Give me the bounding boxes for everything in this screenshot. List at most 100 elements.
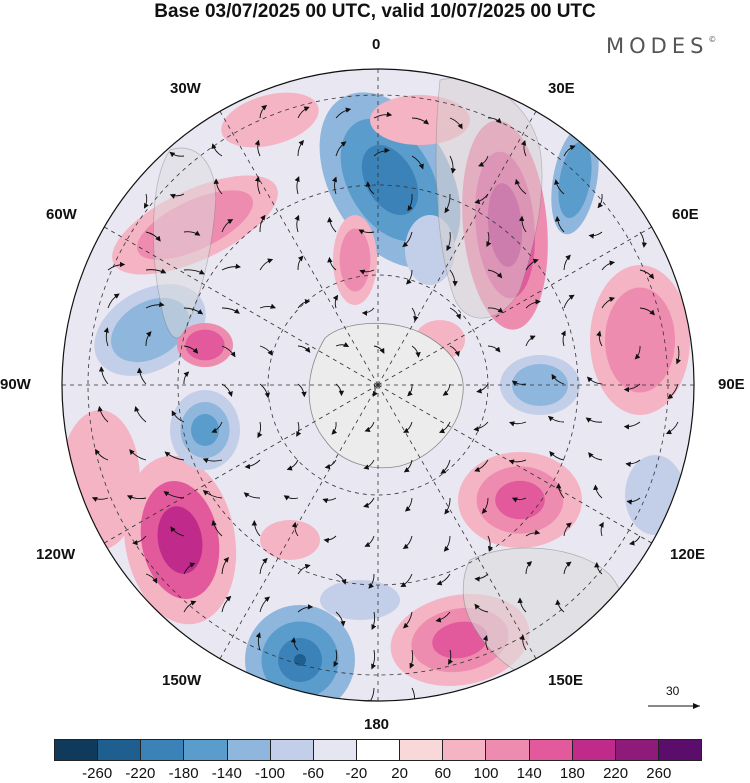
colorbar-swatch [571,739,615,761]
colorbar-swatch [614,739,658,761]
latitude-circle [267,274,489,496]
logo-text: MODES [606,34,709,58]
wind-arrow [221,595,232,613]
wind-arrow [202,489,223,499]
wind-arrow [593,484,603,499]
wind-arrow [411,155,424,170]
label-30e: 30E [548,80,575,97]
wind-arrow [183,371,190,385]
wind-arrow [514,178,527,195]
wind-arrow [517,597,527,613]
wind-arrow [294,176,300,195]
wind-arrow [297,563,311,575]
wind-arrow [327,216,337,233]
colorbar-tick-label: -260 [82,765,113,782]
wind-arrow [588,231,603,239]
anomaly-contour [558,141,592,219]
vector-reference: 30 [646,684,706,714]
chart-title: Base 03/07/2025 00 UTC, valid 10/07/2025… [154,1,596,22]
wind-arrow [364,535,375,547]
wind-arrow [402,231,413,248]
colorbar-ticks: -260 -220 -180 -140 -100 -60 -20 20 60 100 140 180 2… [54,765,702,783]
wind-arrow [601,296,616,309]
wind-arrow [297,106,310,119]
label-150w: 150W [162,672,202,689]
colorbar-tick-label: -20 [345,765,368,782]
wind-arrow [476,383,489,394]
wind-arrow [259,557,268,575]
wind-arrow [257,421,263,439]
wind-arrow [518,215,527,233]
anomaly-contour [432,621,488,659]
meridian-line [212,384,379,671]
wind-arrow [333,649,339,668]
wind-arrow [439,421,451,434]
anomaly-contour [625,455,685,535]
wind-arrow [335,573,347,585]
wind-arrow [554,215,565,233]
anomaly-contour [157,506,203,574]
wind-arrow [553,179,565,195]
wind-arrow [170,526,185,537]
wind-arrow [402,611,413,629]
wind-arrow [625,459,641,468]
wind-arrow [297,345,311,353]
wind-arrow [407,383,413,397]
wind-arrow [254,176,261,195]
wind-arrow [525,561,533,575]
label-120w: 120W [36,546,76,563]
wind-arrow [103,327,109,347]
wind-arrow [332,294,339,309]
wind-arrow [132,535,147,546]
colorbar-swatch [54,739,98,761]
wind-arrow [474,459,489,472]
anomaly-contour [191,414,219,446]
wind-vectors [91,104,682,701]
wind-arrow [474,603,489,613]
wind-arrow [129,449,147,461]
wind-arrow [596,330,603,347]
wind-arrow [183,562,196,575]
wind-arrow [551,373,565,385]
wind-arrow [563,561,572,575]
colorbar-swatch [485,739,529,761]
colorbar-tick-label: 140 [516,765,542,782]
wind-arrow [487,117,502,124]
wind-arrow [297,604,314,613]
colorbar [54,739,703,761]
meridian-line [212,99,379,386]
wind-arrow [560,330,566,347]
wind-arrow [371,611,377,631]
wind-arrow [525,258,539,271]
wind-arrow [448,649,454,665]
wind-arrow [259,383,270,399]
colorbar-tick-label: 220 [603,765,629,782]
wind-arrow [335,342,350,347]
wind-arrow [107,293,120,309]
anomaly-contour [605,287,675,393]
wind-arrow [259,303,276,309]
wind-arrow [373,111,393,119]
colorbar-tick-label: 180 [559,765,585,782]
wind-arrow [563,522,572,537]
wind-arrow [487,307,504,314]
wind-arrow [145,301,165,309]
wind-arrow [136,367,147,385]
wind-arrow [585,417,603,423]
wind-arrow [291,521,299,537]
anomaly-contour [185,329,225,361]
wind-arrow [373,147,390,157]
anomaly-contour [221,92,319,148]
wind-arrow [368,573,375,589]
wind-arrow [221,383,233,397]
wind-arrow [163,491,185,499]
colorbar-tick-label: -60 [302,765,325,782]
wind-arrow [322,497,337,504]
wind-arrow [259,214,266,233]
wind-arrow [221,556,229,575]
label-90e: 90E [718,376,745,393]
wind-arrow [634,345,641,360]
wind-arrow [435,611,451,623]
label-60e: 60E [672,206,699,223]
wind-arrow [511,497,527,503]
